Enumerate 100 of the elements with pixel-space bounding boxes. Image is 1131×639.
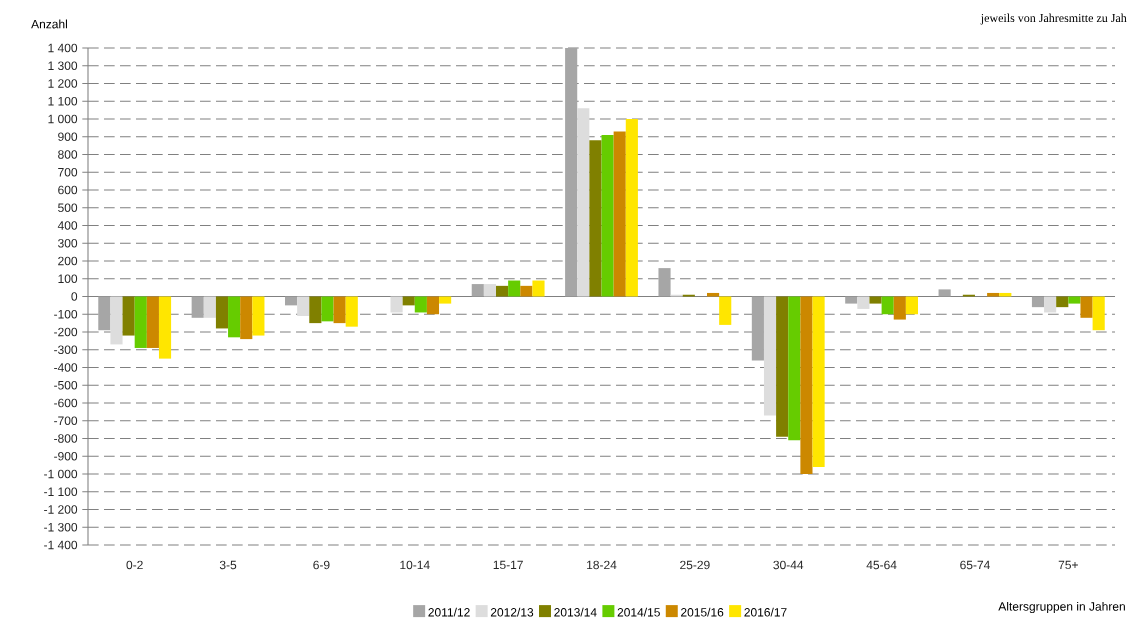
bar [601, 134, 614, 297]
bar [1044, 296, 1057, 313]
bar [1080, 296, 1093, 318]
x-tick-label: 75+ [1058, 560, 1078, 570]
y-tick-label: 0 [71, 292, 78, 301]
bar [496, 285, 509, 297]
y-tick-label: 700 [58, 167, 78, 177]
y-tick-label: -600 [54, 398, 78, 408]
bar [215, 296, 229, 329]
bar [402, 296, 415, 306]
y-tick-label: 1 200 [48, 79, 78, 88]
legend-label: 2013/14 [554, 607, 597, 617]
y-tick-label: 300 [58, 238, 78, 248]
bar [297, 296, 310, 317]
x-tick-label: 10-14 [400, 560, 430, 570]
bar [532, 280, 545, 297]
bar [158, 296, 172, 359]
x-tick-label: 45-64 [866, 560, 897, 570]
x-tick-label: 0-2 [126, 560, 143, 570]
bar [134, 296, 147, 348]
bar [520, 285, 533, 297]
legend-label: 2014/15 [617, 607, 660, 617]
bar [565, 48, 578, 297]
x-tick-label: 6-9 [313, 560, 330, 570]
bar [191, 296, 204, 318]
y-tick-label: 1 400 [48, 43, 78, 53]
x-tick-label: 25-29 [680, 560, 710, 570]
bar [658, 268, 671, 297]
bar [390, 296, 403, 313]
bar [589, 140, 602, 297]
y-tick-label: 500 [58, 203, 78, 212]
bar [1056, 296, 1069, 308]
legend-label: 2015/16 [681, 607, 724, 617]
bar [483, 284, 496, 297]
y-tick-label: 1 000 [48, 114, 78, 124]
y-tick-label: -1 200 [44, 505, 78, 514]
bar [800, 296, 813, 474]
text: jeweils von Jahresmitte zu Jah [980, 13, 1127, 25]
y-tick-label: -1 400 [44, 540, 78, 550]
bar [471, 284, 484, 297]
bar [751, 296, 764, 361]
y-tick-label: -1 000 [44, 469, 78, 479]
bar [1031, 296, 1045, 308]
bar [763, 296, 777, 416]
bar [577, 108, 590, 297]
bar [203, 296, 216, 318]
y-tick-label: 1 100 [48, 96, 78, 106]
bar [146, 296, 159, 348]
bar [414, 296, 427, 313]
y-tick-label: -100 [54, 309, 78, 319]
y-tick-label: 800 [58, 150, 78, 159]
y-tick-label: -300 [54, 345, 78, 355]
bar [938, 289, 951, 297]
y-tick-label: -1 100 [44, 487, 78, 497]
y-tick-label: -200 [54, 327, 78, 337]
bar [110, 296, 123, 345]
bar [252, 296, 265, 336]
bar [719, 296, 732, 325]
legend-label: 2012/13 [490, 607, 534, 617]
y-tick-label: 200 [58, 256, 78, 266]
y-tick-label: 400 [57, 221, 78, 230]
x-tick-label: 18-24 [587, 560, 617, 570]
y-tick-label: -400 [54, 363, 78, 372]
bar [905, 296, 919, 315]
bar [881, 296, 894, 315]
bar [508, 280, 521, 297]
bar [122, 296, 135, 336]
x-tick-label: 3-5 [219, 560, 237, 570]
bar [309, 296, 322, 324]
bar [98, 296, 111, 331]
bar [240, 296, 253, 340]
y-tick-label: -500 [54, 380, 78, 390]
bar [228, 296, 241, 338]
bar [345, 296, 358, 327]
y-axis-title: Anzahl [31, 19, 67, 29]
y-tick-label: 1 300 [48, 61, 78, 71]
bar [1092, 296, 1105, 331]
bar [613, 131, 626, 297]
bar [426, 296, 440, 315]
legend-label: 2011/12 [428, 607, 470, 617]
bar [439, 296, 452, 304]
bar [776, 296, 789, 437]
legend-label: 2016/17 [744, 607, 787, 617]
bar [285, 296, 298, 306]
x-tick-label: 65-74 [960, 560, 990, 570]
bar [333, 296, 346, 324]
bar [857, 296, 870, 309]
y-tick-label: -1 300 [44, 523, 78, 532]
x-tick-label: 15-17 [493, 560, 523, 570]
x-tick-label: 30-44 [773, 560, 804, 570]
y-tick-label: -700 [54, 416, 78, 426]
y-tick-label: 900 [58, 132, 78, 141]
x-axis-title: Altersgruppen in Jahren [998, 601, 1125, 614]
bar [812, 296, 825, 467]
y-tick-label: 600 [58, 185, 78, 195]
bar [869, 296, 882, 304]
y-tick-label: 100 [58, 274, 78, 283]
bar [625, 119, 638, 297]
bar [845, 296, 858, 304]
bar [788, 296, 801, 441]
